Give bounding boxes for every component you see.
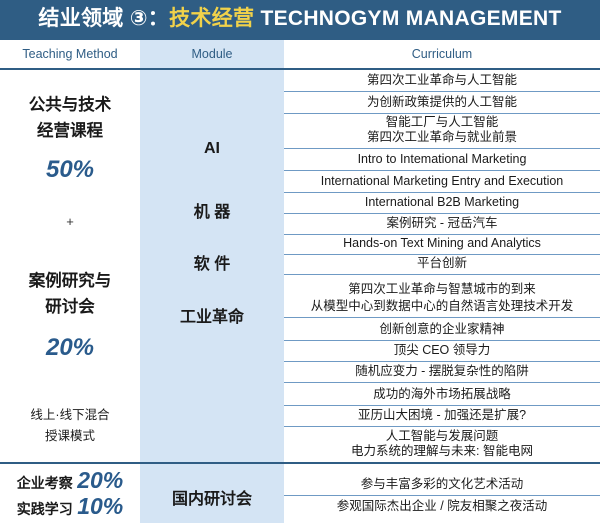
curriculum-item: 顶尖 CEO 领导力	[284, 340, 600, 362]
module-software: 软 件	[193, 256, 231, 273]
practice-percentage: 10%	[77, 493, 124, 519]
curriculum-item: 从模型中心到数据中心的自然语言处理技术开发	[284, 296, 600, 318]
case-percentage: 20%	[45, 334, 95, 361]
curriculum-item: 参与丰富多彩的文化艺术活动	[284, 474, 600, 496]
curriculum-item: 亚历山大困境 - 加强还是扩展?	[284, 405, 600, 427]
banner-highlight: 技术经营	[169, 7, 255, 30]
module-domestic-seminar: 国内研讨会	[171, 491, 252, 508]
curriculum-item: 创新创意的企业家精神	[284, 319, 600, 341]
curriculum-item: 第四次工业革命与人工智能	[284, 70, 600, 92]
curriculum-item: 为创新政策提供的人工智能	[284, 92, 600, 114]
course-percentage: 50%	[45, 156, 95, 183]
header-module: Module	[140, 40, 284, 68]
banner-underline	[0, 37, 600, 40]
banner-prefix: 结业领域 ③：	[38, 7, 170, 30]
company-visit-row: 企业考察 20%	[0, 467, 140, 494]
mode-label-line1: 线上·线下混合	[30, 408, 110, 422]
course-label-line1: 公共与技术	[28, 96, 112, 114]
curriculum-item: 智能工厂与人工智能	[385, 115, 499, 129]
curriculum-item: 平台创新	[284, 253, 600, 275]
course-label-line2: 经营课程	[37, 122, 103, 140]
header-curriculum: Curriculum	[411, 47, 473, 61]
practice-row: 实践学习 10%	[0, 493, 140, 520]
curriculum-item: Intro to Intemational Marketing	[284, 149, 600, 171]
curriculum-item: 成功的海外市场拓展战略	[284, 384, 600, 406]
module-column	[140, 70, 284, 523]
module-ai: AI	[204, 140, 220, 157]
practice-label: 实践学习	[16, 501, 73, 517]
banner-suffix: TECHNOGYM MANAGEMENT	[254, 7, 562, 30]
plus-sign: +	[66, 214, 74, 229]
curriculum-item: 案例研究 - 冠岳汽车	[284, 213, 600, 235]
module-robot: 机 器	[193, 204, 231, 221]
header-teaching-method: Teaching Method	[22, 47, 118, 61]
curriculum-item: 参观国际杰出企业 / 院友相聚之夜活动	[336, 499, 548, 513]
company-visit-percentage: 20%	[77, 467, 124, 493]
curriculum-item: International B2B Marketing	[284, 192, 600, 214]
curriculum-item: 人工智能与发展问题	[385, 429, 499, 443]
curriculum-item: 电力系统的理解与未来: 智能电网	[351, 444, 533, 458]
company-visit-label: 企业考察	[16, 475, 73, 491]
case-label-line2: 研讨会	[45, 298, 95, 316]
module-industrial-revolution: 工业革命	[179, 309, 244, 326]
curriculum-item: 随机应变力 - 摆脱复杂性的陷阱	[284, 361, 600, 383]
case-label-line1: 案例研究与	[28, 272, 112, 290]
curriculum-item: International Marketing Entry and Execut…	[284, 171, 600, 193]
curriculum-item: 第四次工业革命与智慧城市的到来	[348, 282, 536, 296]
header-divider	[0, 68, 600, 70]
curriculum-item: Hands-on Text Mining and Analytics	[284, 233, 600, 255]
title-banner: 结业领域 ③：技术经营 TECHNOGYM MANAGEMENT	[0, 0, 600, 37]
curriculum-item: 第四次工业革命与就业前景	[284, 127, 600, 149]
mode-label-line2: 授课模式	[44, 429, 95, 443]
section-divider	[0, 462, 600, 464]
